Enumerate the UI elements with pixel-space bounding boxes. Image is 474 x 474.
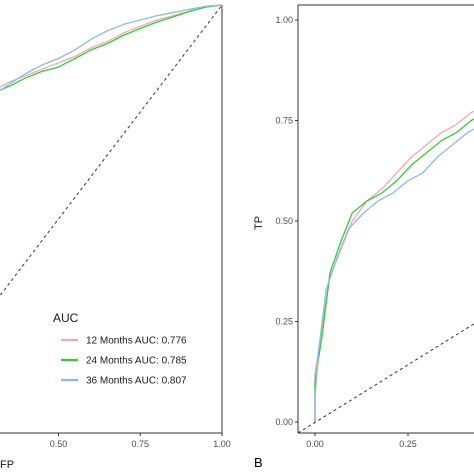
legend-title: AUC [53, 311, 79, 325]
panel-b-x-tick-label: 0.00 [306, 439, 324, 449]
panel-b-series-line-3 [314, 128, 474, 422]
panel-b-series-line-2 [314, 118, 474, 422]
panel-a-series-line-1 [0, 4, 223, 88]
panel-b-y-axis-title: TP [253, 216, 265, 230]
panel-a-series-line-2 [0, 4, 223, 91]
panel-b-diagonal-reference-line [297, 323, 474, 434]
panel-b-y-tick-label: 0.25 [275, 317, 293, 327]
panel-a-x-tick-label: 1.00 [213, 439, 231, 449]
panel-b-y-tick-label: 1.00 [275, 15, 293, 25]
panel-b-y-tick-label: 0.75 [275, 116, 293, 126]
panel-a-roc-chart: 0.50 0.75 1.00 FP AUC 12 Months AUC: 0.776 24 … [0, 4, 231, 471]
legend-entry-2: 24 Months AUC: 0.785 [86, 356, 187, 367]
panel-a-x-tick-label: 0.75 [131, 439, 149, 449]
panel-b-x-tick-label: 0.25 [399, 439, 417, 449]
panel-b-roc-chart: 0.00 0.25 0.50 0.75 1.00 0.00 0.25 TP [253, 4, 474, 449]
panel-a-diagonal-reference-line [0, 4, 223, 297]
panel-a-series-line-3 [0, 4, 223, 92]
legend-entry-1: 12 Months AUC: 0.776 [86, 336, 187, 347]
panel-a-x-axis-title: FP [0, 459, 14, 471]
panel-b-series-line-1 [314, 110, 474, 422]
legend-entry-3: 36 Months AUC: 0.807 [86, 376, 187, 387]
panel-a-x-tick-label: 0.50 [50, 439, 68, 449]
panel-letter-b: B [254, 455, 263, 470]
panel-b-y-tick-label: 0.00 [275, 417, 293, 427]
panel-b-y-tick-label: 0.50 [275, 216, 293, 226]
